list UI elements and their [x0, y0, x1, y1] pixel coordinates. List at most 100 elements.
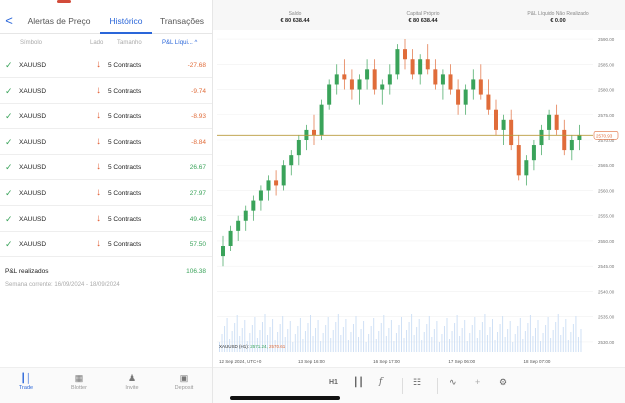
- indicator-icon[interactable]: f: [379, 377, 383, 387]
- volume-bar: [461, 328, 463, 352]
- trade-row[interactable]: ✓ XAUUSD ↓ 5 Contracts 27.97: [0, 181, 212, 206]
- tab-transactions[interactable]: Transações: [159, 15, 205, 26]
- legend-symbol: XAUUSD (H1):: [219, 344, 250, 349]
- trade-row[interactable]: ✓ XAUUSD ↓ 5 Contracts 57.50: [0, 232, 212, 258]
- trade-row[interactable]: ✓ XAUUSD ↓ 5 Contracts 26.67: [0, 155, 212, 181]
- volume-bar: [413, 335, 415, 352]
- trade-size: 5 Contracts: [108, 241, 142, 249]
- deposit-icon: ▣: [179, 373, 189, 383]
- volume-bar: [507, 329, 509, 352]
- unrealized-pnl-value: € 0.00: [550, 18, 566, 24]
- volume-bar: [560, 335, 562, 352]
- volume-bar: [401, 317, 402, 352]
- candle-body: [395, 49, 400, 75]
- volume-bar: [449, 339, 451, 352]
- current-price-label: 2570.93: [596, 133, 613, 138]
- volume-bar: [282, 316, 284, 352]
- volume-bar: [264, 314, 266, 352]
- trade-symbol: XAUUSD: [19, 190, 47, 197]
- volume-bar: [522, 339, 524, 352]
- volume-bar: [272, 319, 274, 352]
- nav-deposit[interactable]: ▣ Deposit: [164, 371, 204, 391]
- volume-bar: [428, 316, 430, 352]
- y-tick-label: 2585.00: [598, 62, 615, 67]
- candle-body: [243, 210, 248, 221]
- trade-row[interactable]: ✓ XAUUSD ↓ 5 Contracts -9.74: [0, 79, 212, 104]
- volume-bar: [358, 337, 360, 352]
- sell-arrow-icon: ↓: [96, 212, 101, 224]
- volume-bar: [408, 322, 410, 352]
- candlestick-icon[interactable]: ┃┃: [353, 377, 364, 387]
- volume-bar: [395, 333, 397, 352]
- volume-bar: [411, 314, 413, 352]
- y-tick-label: 2575.00: [598, 113, 615, 118]
- trade-symbol: XAUUSD: [19, 113, 47, 121]
- volume-bar: [476, 338, 478, 352]
- volume-bar: [459, 336, 461, 352]
- x-tick-label: 17 Sep 06:00: [448, 359, 475, 364]
- candle-body: [554, 114, 559, 130]
- candle-body: [327, 84, 332, 105]
- candle-body: [357, 79, 362, 90]
- volume-bar: [365, 342, 367, 352]
- trade-row[interactable]: ✓ XAUUSD ↓ 5 Contracts -8.84: [0, 130, 212, 155]
- volume-bar: [332, 330, 334, 352]
- volume-bar: [292, 342, 294, 352]
- blotter-icon: ▦: [74, 373, 84, 383]
- volume-bar: [552, 330, 554, 352]
- sell-arrow-icon: ↓: [96, 59, 101, 70]
- bottom-navigation: ┃│ Trade ▦ Blotter ♟ Invite ▣ Deposit: [0, 367, 212, 403]
- volume-bar: [249, 333, 251, 352]
- back-icon[interactable]: <: [5, 13, 13, 28]
- volume-bar: [431, 337, 433, 352]
- settings-icon[interactable]: ⚙: [499, 377, 508, 387]
- column-symbol[interactable]: Símbolo: [20, 40, 43, 46]
- trade-row[interactable]: ✓ XAUUSD ↓ 5 Contracts -27.68: [0, 53, 212, 78]
- volume-bar: [436, 321, 438, 352]
- volume-bar: [469, 333, 471, 352]
- candle-body: [319, 104, 324, 135]
- tab-history[interactable]: Histórico: [100, 8, 152, 34]
- draw-tool-icon[interactable]: ∿: [449, 377, 457, 387]
- x-tick-label: 16 Sep 17:00: [373, 359, 400, 364]
- column-size[interactable]: Tamanho: [117, 40, 142, 46]
- crosshair-icon[interactable]: +: [475, 377, 481, 387]
- clipboard-icon[interactable]: ☷: [413, 377, 422, 387]
- nav-invite[interactable]: ♟ Invite: [112, 371, 152, 391]
- volume-bar: [330, 338, 332, 352]
- volume-bar: [575, 316, 577, 352]
- trade-row[interactable]: ✓ XAUUSD ↓ 5 Contracts 49.43: [0, 207, 212, 232]
- candle-body: [448, 74, 453, 90]
- sell-arrow-icon: ↓: [96, 84, 101, 96]
- trade-row[interactable]: ✓ XAUUSD ↓ 5 Contracts -8.93: [0, 104, 212, 130]
- chart-panel: Saldo € 80 638.44 Capital Próprio € 80 6…: [212, 0, 625, 403]
- y-tick-label: 2540.00: [598, 289, 615, 294]
- timeframe-button[interactable]: H1: [329, 379, 338, 386]
- volume-bar: [287, 329, 289, 352]
- volume-bar: [454, 323, 456, 352]
- column-net-pnl[interactable]: P&L Líqui... ^: [162, 40, 198, 46]
- y-tick-label: 2560.00: [598, 188, 615, 193]
- nav-blotter[interactable]: ▦ Blotter: [59, 371, 99, 391]
- volume-bar: [279, 324, 281, 352]
- volume-bar: [494, 340, 496, 352]
- candle-body: [312, 129, 316, 135]
- price-chart[interactable]: 2530.00 2535.00 2540.00 2545.00 2550.00 2555.…: [213, 30, 625, 367]
- volume-bar: [317, 320, 319, 352]
- tab-price-alerts[interactable]: Alertas de Preço: [27, 15, 91, 26]
- nav-trade[interactable]: ┃│ Trade: [6, 371, 46, 391]
- volume-bar: [403, 338, 405, 352]
- volume-bar: [241, 328, 243, 352]
- candle-body: [410, 59, 415, 75]
- y-tick-label: 2545.00: [598, 264, 615, 269]
- column-side[interactable]: Lado: [90, 40, 104, 46]
- x-tick-label: 18 Sep 07:00: [524, 359, 551, 364]
- volume-bar: [474, 317, 476, 352]
- volume-bar: [557, 314, 559, 352]
- volume-bar: [570, 332, 572, 352]
- volume-bar: [294, 334, 296, 352]
- unrealized-pnl-summary: P&L Líquido Não Realizado € 0.00: [503, 11, 613, 24]
- trade-symbol: XAUUSD: [19, 138, 47, 146]
- volume-bar: [540, 341, 542, 352]
- trade-icon: ┃│: [20, 373, 32, 383]
